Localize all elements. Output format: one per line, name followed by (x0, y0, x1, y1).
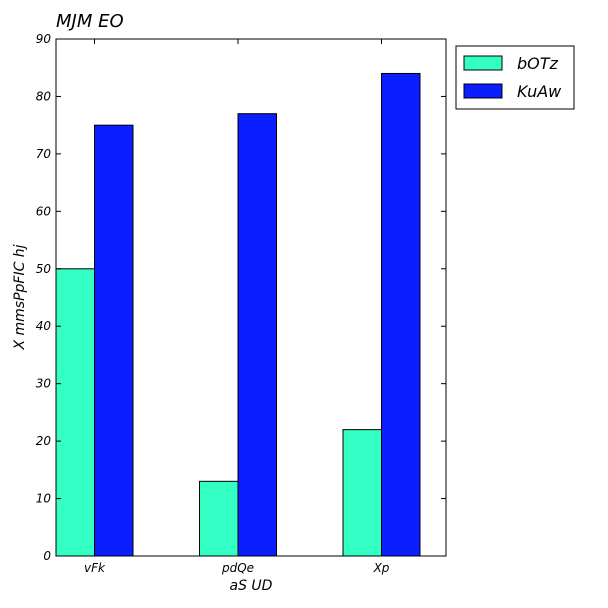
y-tick-label: 10 (36, 492, 52, 506)
x-tick-label: Xp (373, 561, 390, 575)
y-tick-label: 70 (36, 147, 52, 161)
bar-bOTz-vFk (55, 268, 95, 557)
bar-bOTz-pdQe (199, 480, 239, 557)
x-tick-label: vFk (84, 561, 106, 575)
bar-KuAw-pdQe (237, 113, 277, 557)
y-tick-label: 50 (36, 262, 52, 276)
legend-label-bOTz: bOTz (517, 54, 559, 73)
legend-label-KuAw: KuAw (517, 82, 562, 101)
x-axis-ticks: vFk pdQe Xp (84, 39, 390, 575)
y-tick-label: 80 (36, 89, 52, 103)
plot-frame (55, 38, 447, 557)
x-tick-label: pdQe (221, 561, 254, 575)
bar-KuAw-Xp (381, 72, 421, 557)
y-axis-ticks: 0 10 20 30 40 50 60 70 80 90 (36, 32, 446, 563)
legend-swatch-bOTz (463, 55, 503, 71)
y-tick-label: 40 (36, 319, 52, 333)
y-tick-label: 0 (43, 549, 51, 563)
bars-group (55, 72, 421, 557)
y-axis-label: X mmsPpFIC hj (12, 244, 28, 350)
x-axis-label: aS UD (230, 578, 273, 594)
chart-title: MJM EO (56, 11, 124, 32)
bar-KuAw-vFk (94, 124, 134, 557)
legend-swatch-KuAw (463, 83, 503, 99)
y-tick-label: 20 (36, 434, 52, 448)
y-tick-label: 60 (36, 204, 52, 218)
bar-bOTz-Xp (342, 429, 382, 557)
y-tick-label: 90 (36, 32, 52, 46)
legend: bOTz KuAw (455, 45, 575, 110)
y-tick-label: 30 (36, 377, 52, 391)
